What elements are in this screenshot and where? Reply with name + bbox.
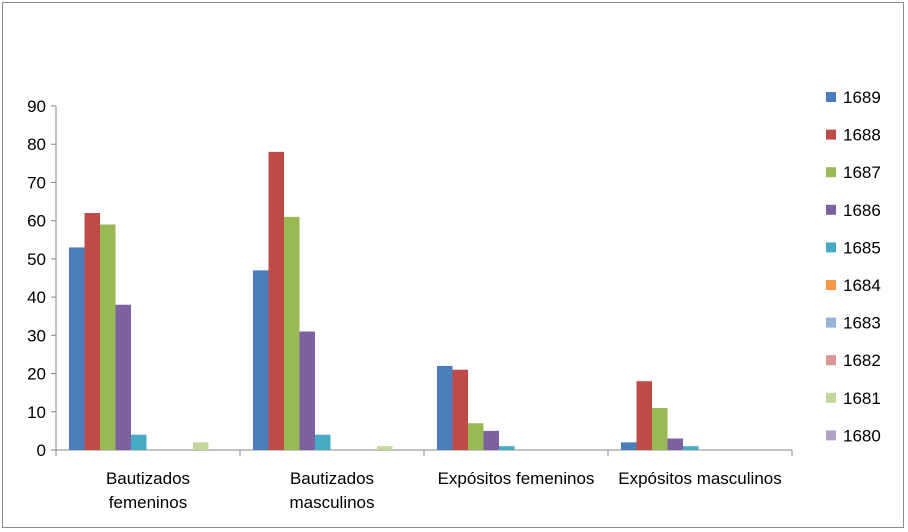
bar-1689-cat-0 bbox=[69, 247, 85, 450]
legend-swatch-1684 bbox=[826, 280, 836, 290]
bar-1689-cat-3 bbox=[621, 442, 637, 450]
legend-label-1686: 1686 bbox=[843, 201, 881, 220]
legend-label-1688: 1688 bbox=[843, 126, 881, 145]
x-category-label: Expósitos femeninos bbox=[438, 469, 595, 488]
y-tick-label: 50 bbox=[27, 250, 46, 269]
legend-label-1680: 1680 bbox=[843, 426, 881, 445]
y-tick-label: 20 bbox=[27, 365, 46, 384]
bar-1685-cat-0 bbox=[131, 434, 147, 450]
bar-1686-cat-0 bbox=[115, 304, 131, 450]
legend-swatch-1681 bbox=[826, 392, 836, 403]
bar-1687-cat-1 bbox=[284, 216, 300, 450]
bar-1685-cat-3 bbox=[683, 446, 699, 450]
bar-1685-cat-1 bbox=[315, 434, 331, 450]
x-category-label: Bautizados bbox=[106, 469, 190, 488]
bar-1686-cat-3 bbox=[667, 438, 683, 450]
bar-1688-cat-0 bbox=[84, 213, 100, 450]
bar-1681-cat-1 bbox=[377, 446, 393, 450]
legend-label-1683: 1683 bbox=[843, 314, 881, 333]
bar-1688-cat-3 bbox=[636, 381, 652, 450]
x-category-label: masculinos bbox=[289, 493, 374, 512]
legend-swatch-1686 bbox=[826, 204, 836, 215]
y-tick-label: 70 bbox=[27, 173, 46, 192]
bar-1687-cat-2 bbox=[468, 423, 484, 450]
x-category-label: Expósitos masculinos bbox=[618, 469, 781, 488]
legend-label-1684: 1684 bbox=[843, 276, 881, 295]
legend-swatch-1688 bbox=[826, 129, 836, 140]
legend-label-1689: 1689 bbox=[843, 88, 881, 107]
legend-swatch-1689 bbox=[826, 92, 836, 102]
bar-1688-cat-1 bbox=[268, 151, 284, 450]
x-category-label: Bautizados bbox=[290, 469, 374, 488]
bar-1687-cat-3 bbox=[652, 407, 668, 450]
y-tick-label: 80 bbox=[27, 135, 46, 154]
legend-swatch-1685 bbox=[826, 242, 836, 253]
bar-1687-cat-0 bbox=[100, 224, 116, 450]
y-tick-label: 40 bbox=[27, 288, 46, 307]
bar-1686-cat-1 bbox=[299, 331, 315, 450]
y-tick-label: 60 bbox=[27, 212, 46, 231]
bar-1688-cat-2 bbox=[452, 369, 468, 450]
y-tick-label: 30 bbox=[27, 326, 46, 345]
legend-swatch-1683 bbox=[826, 317, 836, 328]
bar-1686-cat-2 bbox=[483, 430, 499, 450]
x-category-label: femeninos bbox=[109, 493, 187, 512]
bar-1685-cat-2 bbox=[499, 446, 515, 450]
bar-1681-cat-0 bbox=[193, 442, 209, 450]
bar-1689-cat-2 bbox=[437, 365, 453, 450]
legend-swatch-1682 bbox=[826, 355, 836, 366]
bar-1689-cat-1 bbox=[253, 270, 269, 450]
legend-label-1682: 1682 bbox=[843, 351, 881, 370]
legend-swatch-1680 bbox=[826, 430, 836, 441]
legend-label-1685: 1685 bbox=[843, 238, 881, 257]
y-tick-label: 90 bbox=[27, 97, 46, 116]
legend-label-1681: 1681 bbox=[843, 389, 881, 408]
legend-swatch-1687 bbox=[826, 167, 836, 178]
y-tick-label: 10 bbox=[27, 403, 46, 422]
legend-label-1687: 1687 bbox=[843, 163, 881, 182]
y-tick-label: 0 bbox=[37, 441, 46, 460]
